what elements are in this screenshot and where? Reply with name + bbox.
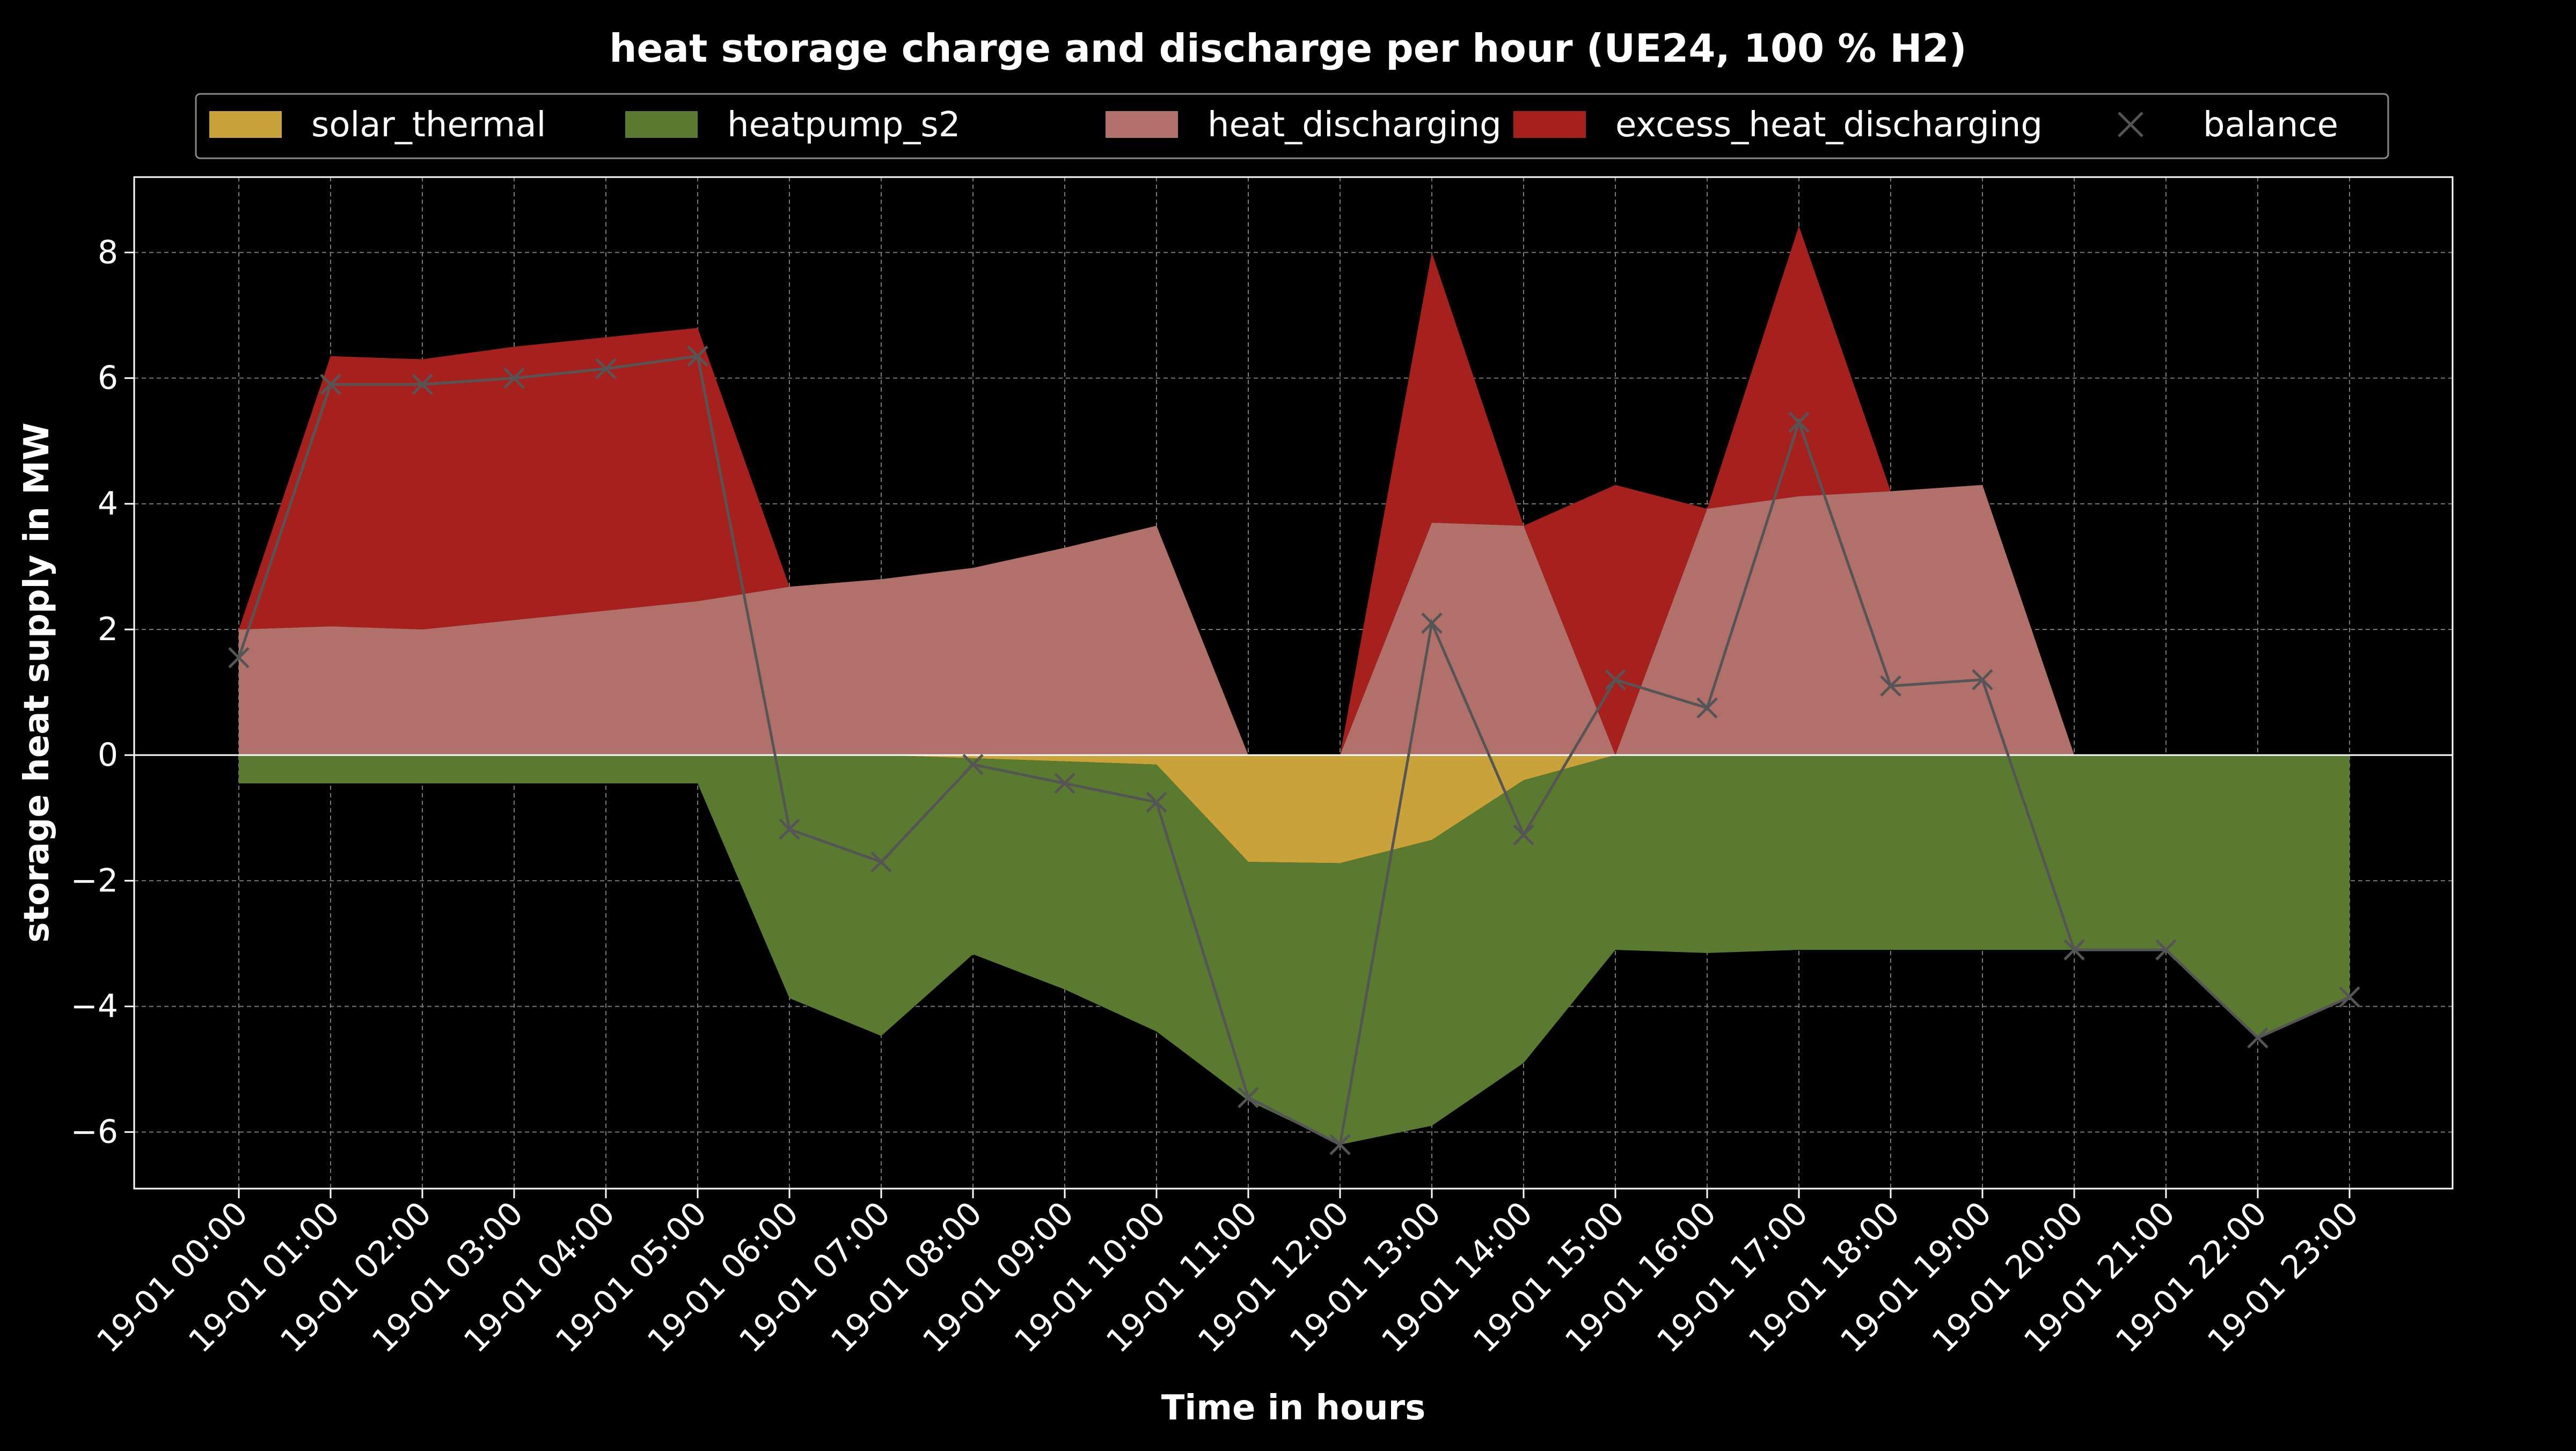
- y-tick-label: 0: [98, 736, 118, 774]
- balance-point: [412, 373, 433, 395]
- balance-marker-stroke: [2247, 1027, 2268, 1049]
- balance-point: [595, 358, 617, 379]
- balance-point: [1696, 697, 1718, 719]
- y-tick-label: 4: [98, 485, 118, 523]
- balance-marker-stroke: [1513, 824, 1534, 846]
- balance-marker-stroke: [1605, 669, 1626, 691]
- legend-label: solar_thermal: [311, 105, 546, 145]
- balance-point: [1329, 1134, 1351, 1155]
- balance-point: [2063, 939, 2085, 961]
- balance-point: [687, 345, 708, 367]
- legend-label: balance: [2203, 105, 2338, 145]
- balance-point: [503, 367, 525, 389]
- balance-marker-stroke: [595, 358, 617, 379]
- balance-marker-stroke: [320, 373, 341, 395]
- legend-item-solar-thermal: solar_thermal: [209, 105, 546, 145]
- legend-swatch-marker: [2118, 112, 2143, 137]
- balance-marker-stroke: [1880, 675, 1901, 697]
- chart-title: heat storage charge and discharge per ho…: [609, 26, 1966, 71]
- y-axis-ticks: −6 −4 −2 0 2 4 6 8: [71, 233, 134, 1151]
- balance-marker-stroke: [1421, 612, 1443, 634]
- y-axis-label: storage heat supply in MW: [17, 422, 57, 942]
- legend-item-heatpump-s2: heatpump_s2: [625, 105, 960, 145]
- balance-marker-stroke: [228, 647, 250, 669]
- balance-marker-stroke: [1146, 792, 1167, 813]
- balance-marker-stroke: [1054, 773, 1075, 794]
- balance-point: [2247, 1027, 2268, 1049]
- balance-marker-stroke: [2339, 986, 2360, 1008]
- balance-marker-stroke: [2155, 939, 2177, 961]
- balance-point: [228, 647, 250, 669]
- balance-line: [237, 354, 2351, 1147]
- balance-point: [320, 373, 341, 395]
- balance-series: [228, 345, 2360, 1155]
- balance-point: [1513, 824, 1534, 846]
- balance-point: [870, 851, 892, 873]
- balance-point: [1421, 612, 1443, 634]
- x-axis-label: Time in hours: [1161, 1388, 1426, 1428]
- balance-marker-stroke: [870, 851, 892, 873]
- balance-point: [1880, 675, 1901, 697]
- y-tick-label: 2: [98, 611, 118, 648]
- balance-marker-stroke: [412, 373, 433, 395]
- y-tick-label: −4: [71, 987, 118, 1025]
- area-solar-thermal: [239, 755, 2350, 863]
- balance-point: [1972, 669, 1993, 691]
- balance-point: [1605, 669, 1626, 691]
- balance-marker-stroke: [1788, 411, 1810, 433]
- area-heatpump-s2: [239, 755, 2350, 1145]
- balance-point: [1054, 773, 1075, 794]
- legend-swatch: [625, 111, 698, 138]
- area-series: [239, 226, 2350, 1145]
- balance-point: [1146, 792, 1167, 813]
- balance-point: [2155, 939, 2177, 961]
- balance-marker-stroke: [779, 818, 800, 840]
- y-tick-label: 6: [98, 360, 118, 397]
- legend-label: excess_heat_discharging: [1615, 105, 2043, 145]
- legend-item-balance: balance: [2118, 105, 2338, 145]
- legend-item-excess-heat-discharging: excess_heat_discharging: [1513, 105, 2043, 145]
- plot-frame: [133, 176, 2454, 1190]
- balance-point: [1788, 411, 1810, 433]
- area-heat-discharging: [239, 485, 2350, 756]
- balance-marker-stroke: [962, 753, 984, 775]
- balance-point: [962, 753, 984, 775]
- balance-marker-stroke: [1329, 1134, 1351, 1155]
- legend-swatch: [1106, 111, 1178, 138]
- balance-point: [2339, 986, 2360, 1008]
- legend-label: heat_discharging: [1208, 105, 1502, 145]
- legend-swatch: [1513, 111, 1586, 138]
- balance-marker-stroke: [503, 367, 525, 389]
- legend-item-heat-discharging: heat_discharging: [1106, 105, 1502, 145]
- legend: solar_thermal heatpump_s2 heat_discharging…: [195, 93, 2389, 159]
- area-excess-heat-discharging: [239, 226, 2350, 756]
- balance-marker-stroke: [1972, 669, 1993, 691]
- balance-marker-stroke: [2063, 939, 2085, 961]
- balance-point: [1238, 1087, 1259, 1109]
- legend-swatch: [209, 111, 282, 138]
- y-tick-label: −6: [71, 1113, 118, 1151]
- y-tick-label: −2: [71, 862, 118, 899]
- balance-marker-stroke: [687, 345, 708, 367]
- balance-marker-stroke: [1238, 1087, 1259, 1109]
- balance-point: [779, 818, 800, 840]
- legend-label: heatpump_s2: [727, 105, 960, 145]
- legend-box: [195, 93, 2389, 159]
- y-tick-label: 8: [98, 233, 118, 271]
- balance-marker-stroke: [1696, 697, 1718, 719]
